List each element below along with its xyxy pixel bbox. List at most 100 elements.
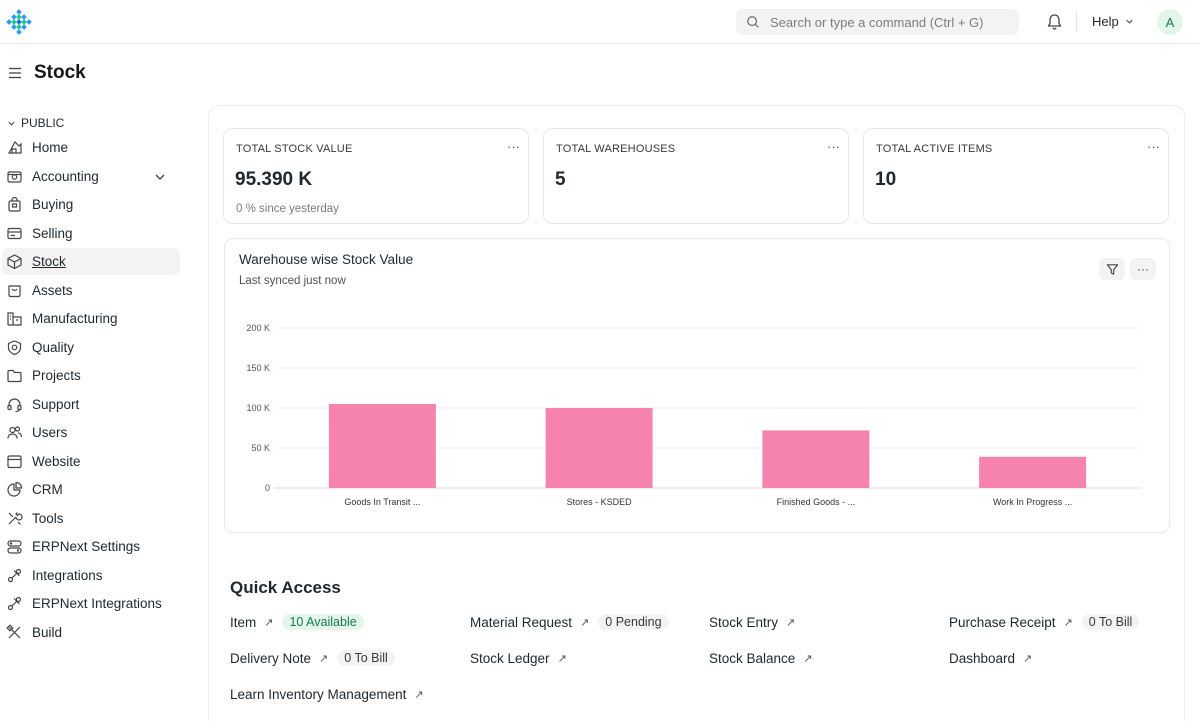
user-avatar[interactable]: A <box>1157 9 1183 35</box>
sidebar-item-quality[interactable]: Quality <box>2 334 180 361</box>
assets-icon <box>8 284 21 297</box>
sidebar-section-public[interactable]: PUBLIC <box>0 112 186 134</box>
quick-access-item[interactable]: Item ↗ 10 Available <box>230 612 364 632</box>
quick-access-stock-entry[interactable]: Stock Entry ↗ <box>709 612 795 632</box>
bar[interactable] <box>762 430 870 488</box>
chart-card: Warehouse wise Stock Value Last synced j… <box>224 238 1170 533</box>
sidebar-item-website[interactable]: Website <box>2 448 180 475</box>
quick-access-label: Material Request <box>470 614 573 630</box>
help-dropdown[interactable]: Help <box>1092 14 1134 29</box>
more-dots-icon: ··· <box>1137 262 1149 276</box>
navbar: Help A <box>0 0 1200 44</box>
card-value: 10 <box>875 169 897 190</box>
sidebar-item-selling[interactable]: Selling <box>2 220 180 247</box>
sidebar-item-users[interactable]: Users <box>2 419 180 446</box>
sidebar-item-label: Manufacturing <box>32 311 118 326</box>
sidebar-item-assets[interactable]: Assets <box>2 277 180 304</box>
arrow-up-right-icon: ↗ <box>786 616 796 629</box>
search-input[interactable] <box>770 14 1010 30</box>
count-badge: 0 To Bill <box>337 650 395 666</box>
sidebar-item-buying[interactable]: Buying <box>2 191 180 218</box>
hamburger-menu-icon[interactable] <box>8 66 22 80</box>
app-logo-icon[interactable] <box>6 9 32 35</box>
chart-options-button[interactable]: ··· <box>1130 258 1156 280</box>
quick-access-delivery-note[interactable]: Delivery Note ↗ 0 To Bill <box>230 648 395 668</box>
search-bar[interactable] <box>736 9 1019 35</box>
more-dots-icon[interactable]: ··· <box>827 139 840 154</box>
card-change: 0 % since yesterday <box>236 203 339 215</box>
quick-access-learn-inventory-management[interactable]: Learn Inventory Management ↗ <box>230 684 424 704</box>
manufacturing-icon <box>7 312 22 326</box>
sidebar-item-accounting[interactable]: Accounting <box>2 163 180 190</box>
sidebar-item-stock[interactable]: Stock <box>2 248 180 275</box>
quick-access-label: Stock Ledger <box>470 650 550 666</box>
sidebar-item-label: Website <box>32 453 81 469</box>
bar-chart: 0 50 K 100 K 150 K 200 K Goods In Transit ...… <box>246 323 1141 507</box>
help-label: Help <box>1092 14 1119 29</box>
notification-bell-icon[interactable] <box>1046 13 1063 31</box>
quick-access-label: Learn Inventory Management <box>230 686 407 702</box>
y-tick-label: 0 <box>265 483 270 493</box>
more-dots-icon[interactable]: ··· <box>507 139 520 154</box>
quick-access-stock-ledger[interactable]: Stock Ledger ↗ <box>470 648 567 668</box>
chevron-down-icon <box>8 121 15 126</box>
card-label: TOTAL WAREHOUSES <box>556 143 676 155</box>
sidebar-item-support[interactable]: Support <box>2 391 180 418</box>
card-value: 5 <box>555 169 566 190</box>
sidebar-item-label: Quality <box>32 339 75 355</box>
quick-access-stock-balance[interactable]: Stock Balance ↗ <box>709 648 813 668</box>
crm-icon <box>7 481 23 497</box>
arrow-up-right-icon: ↗ <box>264 616 274 629</box>
home-icon <box>7 141 22 154</box>
sidebar-item-integrations[interactable]: Integrations <box>2 562 180 589</box>
filter-icon <box>1106 263 1118 275</box>
more-dots-icon[interactable]: ··· <box>1147 139 1160 154</box>
bar[interactable] <box>545 408 653 488</box>
sidebar-item-label: Stock <box>32 254 66 269</box>
arrow-up-right-icon: ↗ <box>1063 616 1073 629</box>
integrations-icon <box>7 596 22 611</box>
sidebar-item-label: ERPNext Settings <box>32 539 141 554</box>
x-tick-label: Goods In Transit ... <box>344 497 420 507</box>
sidebar-item-crm[interactable]: CRM <box>2 476 180 503</box>
sidebar-item-manufacturing[interactable]: Manufacturing <box>2 305 180 332</box>
quick-access-title: Quick Access <box>230 578 341 597</box>
sidebar-item-label: Build <box>32 624 63 640</box>
quick-access-label: Item <box>230 614 257 630</box>
number-card-total-active-items[interactable]: TOTAL ACTIVE ITEMS ··· 10 <box>863 128 1169 224</box>
x-tick-label: Stores - KSDED <box>567 497 633 507</box>
arrow-up-right-icon: ↗ <box>414 688 424 701</box>
quick-access-material-request[interactable]: Material Request ↗ 0 Pending <box>470 612 669 632</box>
quick-access-label: Delivery Note <box>230 650 312 666</box>
settings-icon <box>7 540 22 554</box>
buying-icon <box>8 196 21 212</box>
sidebar-item-tools[interactable]: Tools <box>2 505 180 532</box>
sidebar-item-label: ERPNext Integrations <box>32 596 162 611</box>
sidebar-item-label: Buying <box>32 197 74 212</box>
bar[interactable] <box>979 456 1087 488</box>
build-icon <box>6 623 21 638</box>
quality-icon <box>7 339 22 355</box>
arrow-up-right-icon: ↗ <box>557 652 567 665</box>
sidebar-item-label: Home <box>32 140 69 155</box>
sidebar-item-label: Support <box>32 396 80 412</box>
sidebar-item-projects[interactable]: Projects <box>2 362 180 389</box>
number-card-total-stock-value[interactable]: TOTAL STOCK VALUE ··· 95.390 K 0 % since ye… <box>223 128 529 224</box>
sidebar-item-erpnext-settings[interactable]: ERPNext Settings <box>2 533 180 560</box>
quick-access-dashboard[interactable]: Dashboard ↗ <box>949 648 1032 668</box>
bar[interactable] <box>328 404 436 488</box>
sidebar-item-erpnext-integrations[interactable]: ERPNext Integrations <box>2 590 180 617</box>
number-card-total-warehouses[interactable]: TOTAL WAREHOUSES ··· 5 <box>543 128 849 224</box>
chevron-down-icon[interactable] <box>154 171 166 183</box>
arrow-up-right-icon: ↗ <box>580 616 590 629</box>
sidebar-item-build[interactable]: Build <box>2 619 180 646</box>
sidebar-item-label: Assets <box>32 282 73 298</box>
sidebar-item-label: Selling <box>32 225 73 241</box>
integrations-icon <box>7 568 22 582</box>
main-workspace: TOTAL STOCK VALUE ··· 95.390 K 0 % since ye… <box>208 105 1185 721</box>
accounting-icon <box>7 170 22 183</box>
chart-filter-button[interactable] <box>1099 258 1125 280</box>
sidebar-item-home[interactable]: Home <box>2 134 180 161</box>
quick-access-purchase-receipt[interactable]: Purchase Receipt ↗ 0 To Bill <box>949 612 1140 632</box>
chart-title: Warehouse wise Stock Value <box>239 252 414 267</box>
